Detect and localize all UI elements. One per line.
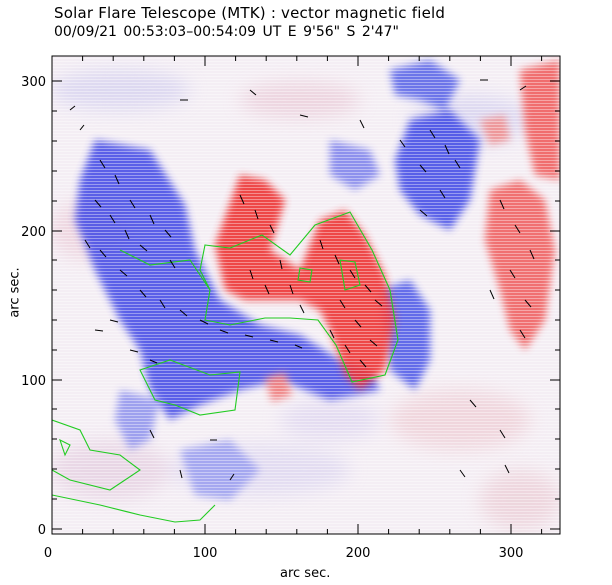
y-tick-label: 100: [21, 374, 46, 389]
x-tick-label: 300: [499, 546, 524, 561]
x-tick-label: 100: [193, 546, 218, 561]
axis-ticks: [51, 56, 560, 534]
y-tick-label: 300: [21, 75, 46, 90]
y-axis-label: arc sec.: [7, 267, 23, 318]
y-tick-label: 200: [21, 225, 46, 240]
figure-subtitle: 00/09/21 00:53:03–00:54:09 UT E 9'56" S …: [54, 24, 399, 40]
x-axis-label: arc sec.: [280, 566, 331, 581]
field-vectors: [69, 79, 535, 481]
x-tick-label: 200: [346, 546, 371, 561]
x-tick-label: 0: [44, 546, 52, 561]
magnetogram-image: [52, 56, 560, 534]
figure-title: Solar Flare Telescope (MTK) : vector mag…: [54, 4, 446, 22]
y-tick-label: 0: [38, 523, 46, 538]
plot-frame: [51, 55, 561, 535]
